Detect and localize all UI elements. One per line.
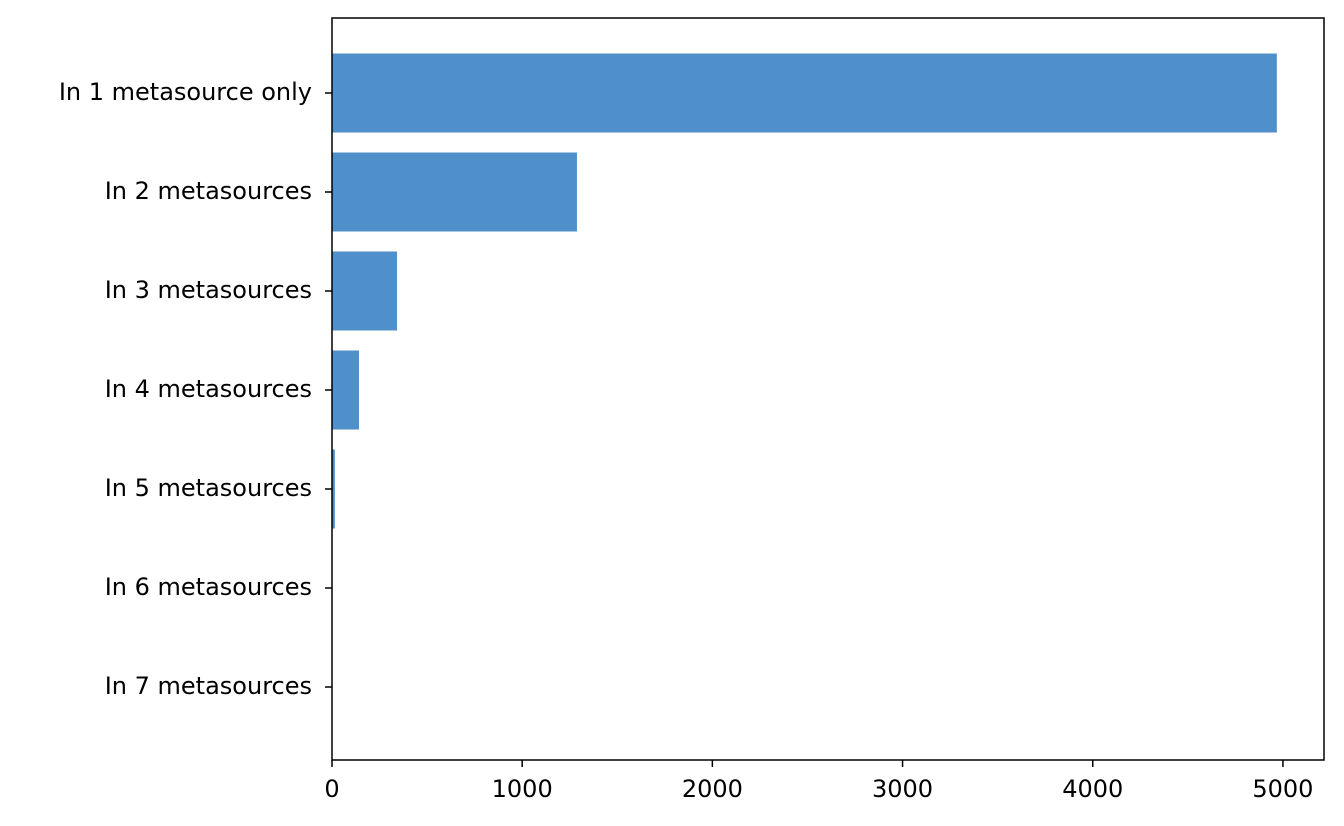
plot-frame	[331, 17, 1325, 761]
bar	[332, 350, 360, 430]
y-tick-label: In 5 metasources	[105, 474, 312, 502]
y-tick-label: In 4 metasources	[105, 375, 312, 403]
y-tick-label: In 6 metasources	[105, 573, 312, 601]
y-tick-label: In 1 metasource only	[59, 78, 312, 106]
x-tick-label: 5000	[1252, 775, 1313, 803]
y-tick-label: In 3 metasources	[105, 276, 312, 304]
x-tick-label: 2000	[682, 775, 743, 803]
bar	[332, 152, 577, 232]
x-tick-label: 4000	[1062, 775, 1123, 803]
x-tick-label: 0	[324, 775, 339, 803]
x-tick-label: 1000	[492, 775, 553, 803]
y-tick-label: In 7 metasources	[105, 672, 312, 700]
bar	[332, 53, 1277, 133]
bar	[332, 449, 335, 529]
bar	[332, 251, 398, 331]
x-tick-label: 3000	[872, 775, 933, 803]
y-tick-label: In 2 metasources	[105, 177, 312, 205]
